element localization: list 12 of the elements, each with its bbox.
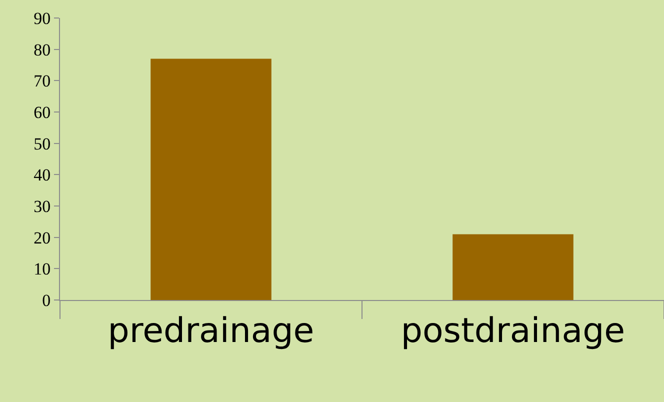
- y-tick-label: 20: [34, 228, 51, 248]
- y-tick-label: 30: [34, 196, 51, 216]
- y-tick-label: 60: [34, 102, 51, 122]
- y-tick-label: 50: [34, 134, 51, 154]
- y-tick-label: 90: [34, 8, 51, 28]
- y-tick-label: 80: [34, 40, 51, 60]
- y-tick-label: 40: [34, 166, 51, 185]
- y-tick-label: 70: [34, 72, 51, 91]
- x-tick-label: postdrainage: [400, 310, 626, 351]
- y-tick-label: 0: [42, 290, 51, 310]
- x-tick-label: predrainage: [108, 310, 314, 351]
- y-tick-label: 10: [34, 260, 51, 279]
